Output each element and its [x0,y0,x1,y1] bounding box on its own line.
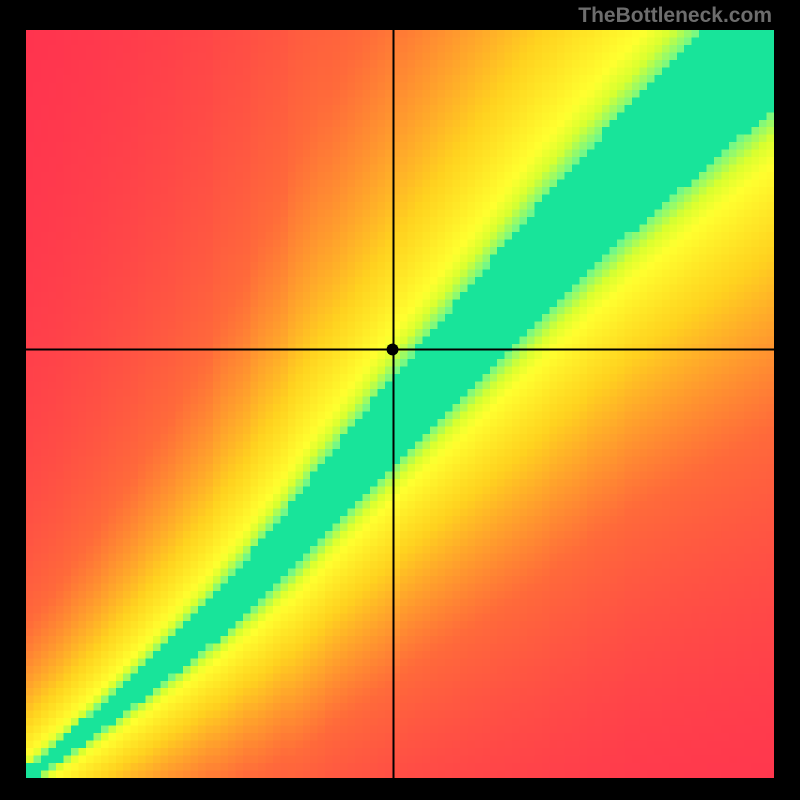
chart-container: { "attribution": { "text": "TheBottlenec… [0,0,800,800]
crosshair-overlay [26,30,774,778]
attribution-text: TheBottleneck.com [578,4,772,28]
